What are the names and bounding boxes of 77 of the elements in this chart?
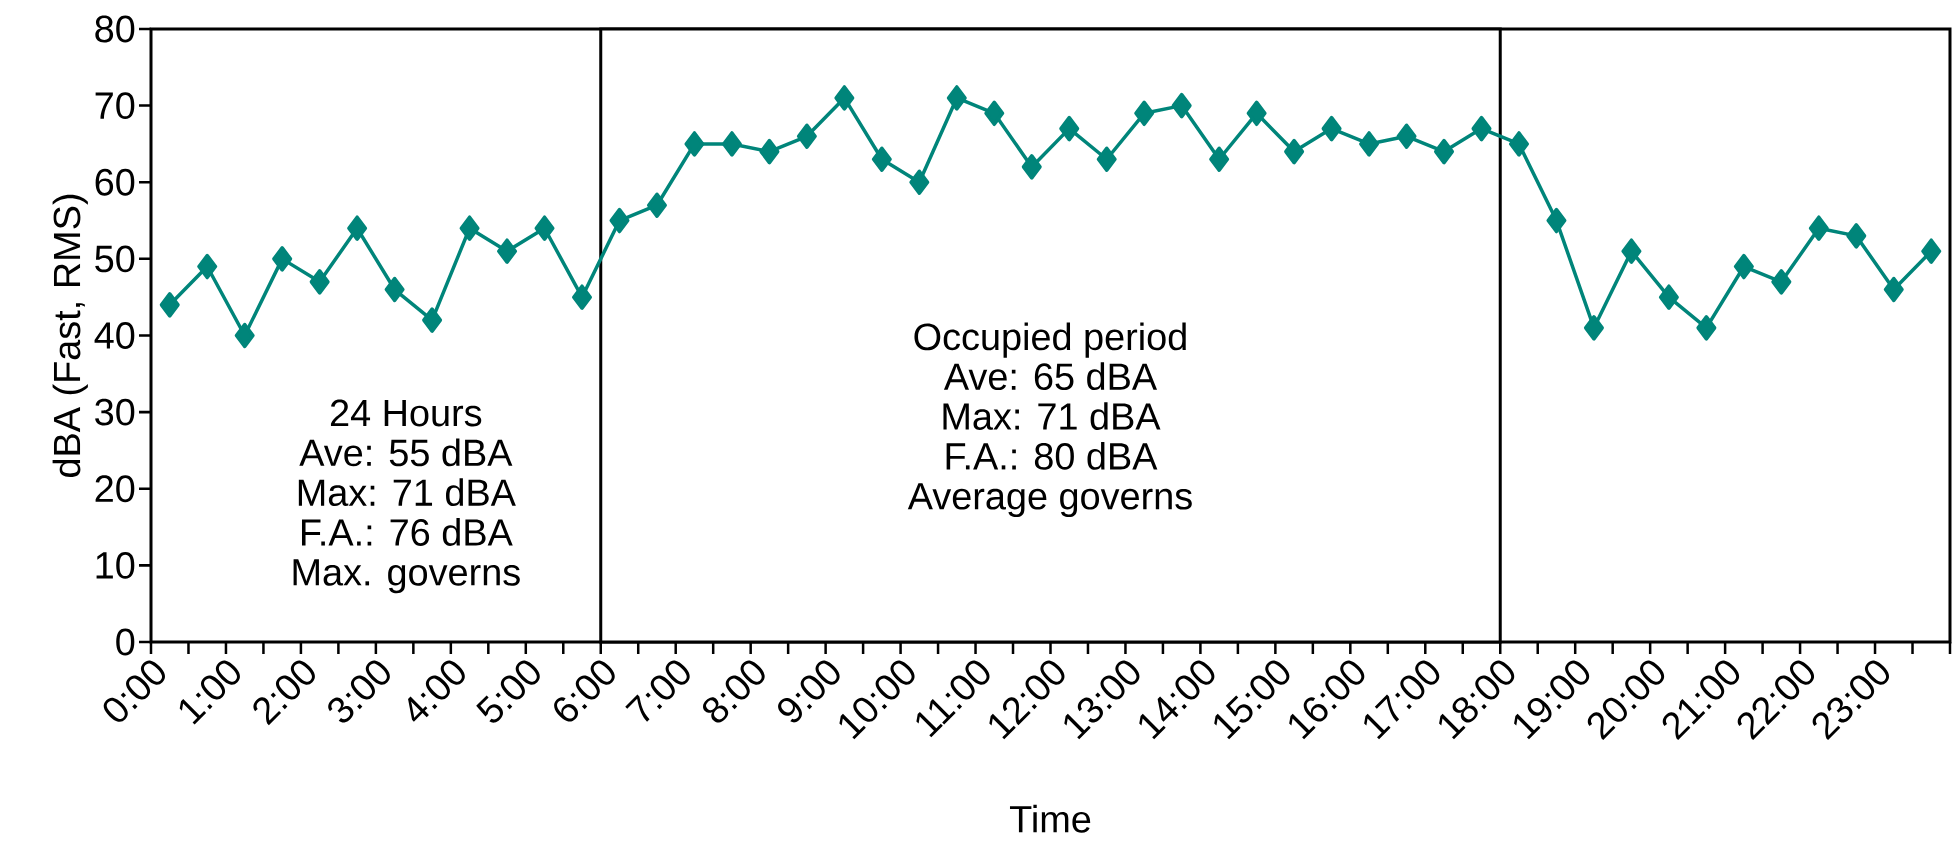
annotation: F.A.: 80 dBA — [946, 441, 1158, 470]
y-tick-label: 30 — [95, 398, 135, 426]
point — [1359, 131, 1380, 157]
x-tick-label: 5:00 — [476, 660, 540, 723]
y-tick-label: 10 — [96, 551, 135, 579]
y-tick-label: 60 — [95, 168, 135, 196]
y-axis-title: dBA (Fast, RMS) — [52, 194, 88, 477]
point — [1621, 238, 1642, 264]
point — [272, 246, 293, 272]
point — [1733, 253, 1754, 280]
point — [459, 215, 480, 241]
x-tick-label: 0:00 — [103, 660, 166, 722]
point — [497, 238, 518, 264]
point — [1246, 100, 1267, 127]
point — [609, 207, 630, 234]
point — [1771, 269, 1792, 295]
y-tick-label: 50 — [95, 245, 135, 273]
point — [1471, 115, 1492, 142]
point — [309, 269, 330, 295]
point — [721, 131, 742, 157]
annotation: 24 Hours — [330, 399, 482, 427]
annotation: Ave: 55 dBA — [299, 438, 513, 467]
x-tick-label: 4:00 — [408, 660, 465, 722]
point — [234, 322, 255, 349]
point — [197, 253, 218, 280]
x-tick-label: 8:00 — [703, 660, 765, 723]
y-tick-label: 20 — [95, 475, 135, 503]
point — [1096, 146, 1117, 173]
point — [1321, 115, 1342, 142]
annotation: Ave: 65 dBA — [943, 362, 1158, 391]
point — [159, 292, 180, 318]
x-tick-label: 7:00 — [625, 660, 690, 722]
point — [1546, 207, 1567, 234]
annotation: Average governs — [907, 483, 1192, 518]
point — [1209, 146, 1230, 173]
x-axis-title: Time — [1009, 804, 1091, 833]
point — [572, 284, 593, 310]
annotation: Occupied period — [914, 322, 1186, 358]
point — [909, 169, 930, 195]
point — [759, 138, 780, 165]
point — [1583, 315, 1604, 341]
point — [1134, 100, 1155, 127]
point — [796, 123, 817, 150]
point — [422, 307, 443, 333]
point — [646, 192, 667, 218]
y-tick-label: 80 — [95, 15, 135, 43]
point — [1658, 284, 1679, 310]
point — [1808, 215, 1829, 241]
x-tick-label: 3:00 — [328, 660, 390, 723]
y-tick-label: 0 — [116, 628, 135, 656]
point — [984, 100, 1005, 127]
point — [534, 215, 555, 241]
point — [871, 146, 892, 173]
y-tick-label: 70 — [95, 92, 135, 120]
point — [384, 276, 405, 303]
point — [1696, 315, 1717, 341]
point — [1883, 276, 1904, 303]
point — [946, 85, 967, 111]
point — [1021, 154, 1042, 180]
point — [1284, 138, 1305, 165]
annotation: F.A.: 76 dBA — [301, 518, 513, 546]
annotation: Max: 71 dBA — [298, 478, 516, 507]
annotation: Max. governs — [293, 559, 520, 594]
x-tick-label: 6:00 — [554, 660, 615, 722]
y-tick-label: 40 — [94, 322, 135, 349]
annotation: Max: 71 dBA — [943, 402, 1161, 430]
x-tick-label: 9:00 — [778, 660, 840, 723]
point — [1171, 92, 1192, 119]
point — [1846, 223, 1867, 249]
point — [1508, 131, 1529, 157]
point — [684, 131, 705, 157]
point — [1921, 238, 1942, 264]
point — [1396, 123, 1417, 150]
point — [1434, 138, 1455, 165]
point — [347, 215, 368, 241]
point — [834, 85, 855, 111]
point — [1059, 115, 1080, 142]
